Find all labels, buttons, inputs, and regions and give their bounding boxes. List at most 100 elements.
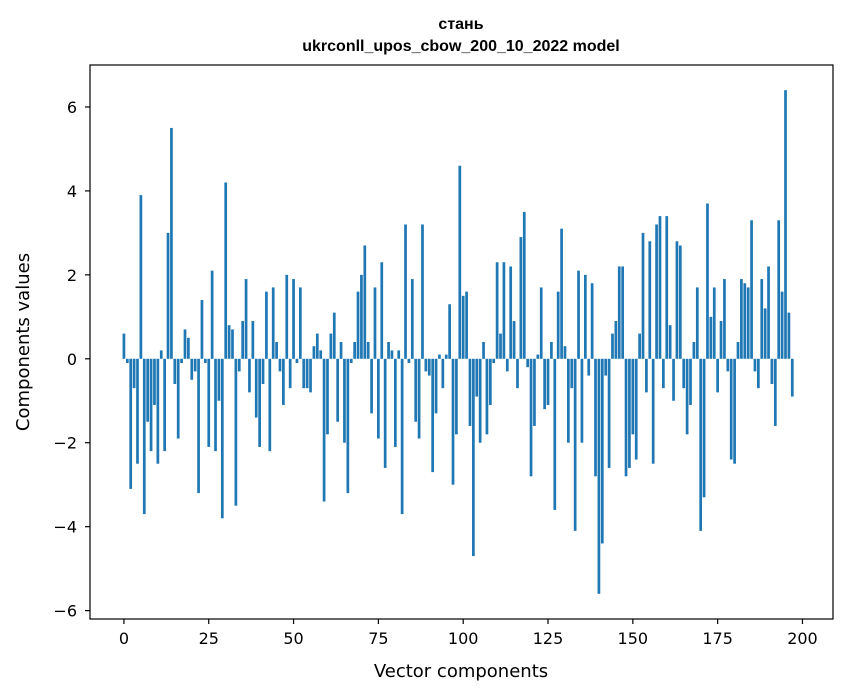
bar [309, 358, 312, 393]
bar [146, 358, 150, 422]
bar [173, 358, 177, 384]
bar [655, 224, 658, 359]
bar [298, 287, 302, 359]
bar [478, 358, 482, 443]
bar [763, 308, 767, 359]
bar [621, 266, 625, 359]
bar [550, 342, 553, 359]
y-tick-label: 4 [67, 182, 77, 201]
bar [733, 358, 736, 464]
bar [322, 358, 326, 502]
bars-group [122, 90, 794, 594]
bar [159, 350, 163, 359]
bar [770, 358, 774, 384]
bar [231, 329, 234, 359]
bar [319, 350, 323, 359]
bar [743, 283, 747, 359]
bar [431, 358, 435, 473]
bar [444, 354, 448, 359]
bar [685, 358, 689, 435]
bar [709, 316, 713, 359]
bar [472, 358, 475, 557]
bar [668, 325, 672, 359]
bar [746, 287, 750, 359]
bar [529, 358, 533, 477]
bar [451, 358, 455, 485]
bar [553, 358, 557, 510]
bar [448, 304, 451, 359]
bar [346, 358, 350, 494]
bar [760, 279, 764, 359]
bar [360, 274, 363, 359]
bar [170, 127, 173, 359]
bar [495, 262, 499, 359]
bar [675, 241, 679, 359]
bar [122, 333, 126, 359]
bar [336, 358, 340, 422]
bar [594, 358, 597, 477]
bar [183, 329, 187, 359]
bar [400, 358, 404, 515]
bar [166, 232, 170, 359]
bar [750, 220, 753, 359]
bar [271, 287, 275, 359]
y-tick-label: −4 [53, 518, 77, 537]
bar [366, 342, 370, 359]
bar [434, 358, 438, 414]
bar [465, 291, 468, 359]
bar [383, 358, 387, 468]
bar [533, 358, 536, 426]
bar [485, 358, 489, 435]
bar [397, 350, 401, 359]
bar [234, 358, 238, 506]
bar [282, 358, 285, 405]
bar [753, 358, 757, 372]
bar [193, 358, 197, 372]
bar [210, 270, 214, 359]
x-axis-label: Vector components [374, 661, 548, 682]
bar [190, 358, 194, 380]
bar [410, 279, 414, 359]
bar [390, 350, 394, 359]
bar [699, 358, 703, 531]
x-tick-label: 150 [618, 629, 649, 648]
bar [217, 358, 221, 401]
bar [488, 358, 492, 405]
bar [631, 358, 635, 435]
bar [604, 358, 608, 376]
bar [777, 220, 781, 359]
bar [254, 358, 258, 418]
x-tick-label: 200 [787, 629, 818, 648]
bar [387, 342, 390, 359]
bar [617, 266, 621, 359]
bar [132, 358, 136, 389]
bar [729, 358, 733, 460]
chart-title: стань [438, 16, 483, 33]
bar [407, 358, 411, 363]
bar [641, 232, 645, 359]
bar [512, 321, 516, 359]
bar [468, 358, 472, 426]
bar [163, 358, 166, 452]
bar [678, 245, 682, 359]
bar [458, 165, 462, 359]
bar [665, 216, 669, 359]
bar [723, 279, 726, 359]
bar [261, 358, 265, 384]
x-tick-label: 125 [533, 629, 564, 648]
bar [719, 321, 723, 359]
bar [343, 358, 346, 443]
bar [563, 346, 567, 359]
plot-frame [89, 64, 834, 620]
bar [363, 245, 367, 359]
y-tick-label: −2 [53, 434, 77, 453]
bar [536, 354, 540, 359]
bar [682, 358, 686, 389]
bar [237, 358, 241, 372]
bar [587, 358, 591, 376]
x-tick-label: 100 [448, 629, 479, 648]
bar [651, 358, 655, 464]
bar [475, 358, 479, 397]
bar [370, 358, 373, 414]
bar [251, 321, 255, 359]
